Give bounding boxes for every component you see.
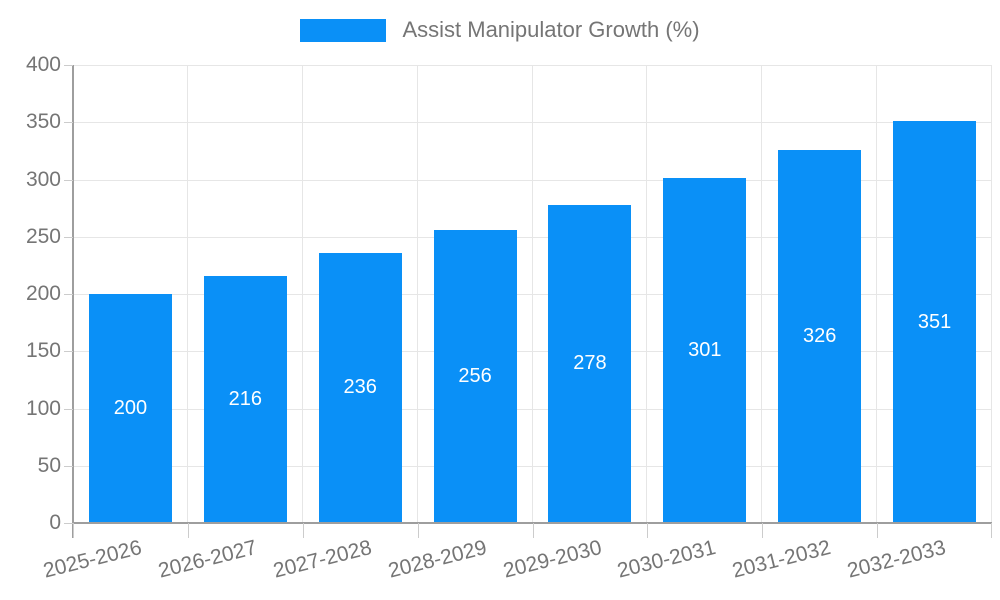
x-axis-label: 2025-2026 (40, 536, 145, 583)
x-axis-tick (762, 523, 764, 538)
gridline-vertical (646, 65, 648, 523)
y-axis-label: 150 (25, 339, 61, 363)
y-axis-tick (64, 351, 73, 353)
y-axis-tick (64, 65, 73, 66)
x-axis-label: 2026-2027 (155, 536, 259, 583)
x-axis-label: 2031-2032 (730, 536, 834, 583)
bar-value-label: 200 (113, 397, 148, 419)
x-axis-tick (991, 523, 992, 538)
gridline-vertical (876, 65, 878, 523)
bar-value-label: 351 (917, 310, 952, 333)
gridline-horizontal (73, 122, 992, 124)
x-axis-tick (187, 523, 189, 538)
x-axis-label: 2028-2029 (385, 536, 489, 583)
x-axis-label: 2029-2030 (500, 536, 604, 583)
bar-value-label: 236 (343, 376, 377, 399)
y-axis-label: 350 (25, 110, 61, 134)
bar-value-label: 278 (573, 352, 607, 375)
gridline-horizontal (73, 294, 992, 295)
x-axis-tick (302, 523, 304, 538)
gridline-vertical (186, 65, 188, 523)
gridline-vertical (416, 65, 418, 523)
x-axis-tick (647, 523, 649, 538)
y-axis-label: 400 (25, 53, 61, 76)
bar-2029-2030[interactable]: 278 (548, 204, 632, 523)
gridline-vertical (761, 65, 763, 523)
bar-2027-2028[interactable]: 236 (318, 252, 402, 523)
bar-value-label: 256 (458, 364, 492, 387)
x-axis-tick (73, 523, 74, 538)
y-axis-tick (64, 408, 73, 410)
bar-2028-2029[interactable]: 256 (433, 229, 517, 523)
bar-2032-2033[interactable]: 351 (893, 121, 977, 523)
bar-value-label: 301 (688, 339, 722, 362)
gridline-horizontal (73, 351, 992, 353)
x-axis-label: 2027-2028 (270, 536, 374, 583)
gridline-vertical (991, 65, 992, 523)
y-axis-tick (64, 236, 73, 238)
bar-2026-2027[interactable]: 216 (203, 275, 287, 523)
gridline-horizontal (73, 179, 992, 181)
y-axis-label: 0 (49, 511, 61, 534)
y-axis-line (72, 65, 74, 538)
y-axis-label: 100 (25, 396, 61, 420)
x-axis-label: 2032-2033 (845, 536, 949, 583)
gridline-horizontal (73, 465, 992, 467)
x-axis-label: 2030-2031 (615, 536, 719, 583)
bar-value-label: 326 (803, 324, 837, 347)
x-axis-tick (532, 523, 534, 538)
bar-2031-2032[interactable]: 326 (778, 149, 862, 523)
gridline-vertical (301, 65, 303, 523)
plot-area: 200 216 236 256 278 301 326 351 (73, 65, 992, 523)
legend[interactable]: Assist Manipulator Growth (%) (0, 17, 1000, 43)
gridline-vertical (531, 65, 533, 523)
y-axis-tick (64, 294, 73, 295)
y-axis-tick (64, 122, 73, 124)
legend-label: Assist Manipulator Growth (%) (402, 17, 700, 42)
gridline-horizontal (73, 65, 992, 66)
gridline-horizontal (73, 236, 992, 238)
bar-2030-2031[interactable]: 301 (663, 178, 747, 523)
y-axis-label: 300 (25, 167, 61, 191)
bar-2025-2026[interactable]: 200 (88, 294, 172, 523)
x-axis-tick (877, 523, 879, 538)
y-axis-label: 200 (25, 282, 61, 305)
y-axis-label: 250 (25, 224, 61, 248)
x-axis-tick (417, 523, 419, 538)
y-axis-tick (64, 465, 73, 467)
gridline-horizontal (73, 408, 992, 410)
y-axis-tick (64, 523, 73, 524)
y-axis-label: 50 (37, 453, 61, 477)
legend-swatch-icon (300, 18, 387, 42)
y-axis-tick (64, 179, 73, 181)
bar-value-label: 216 (228, 387, 262, 410)
